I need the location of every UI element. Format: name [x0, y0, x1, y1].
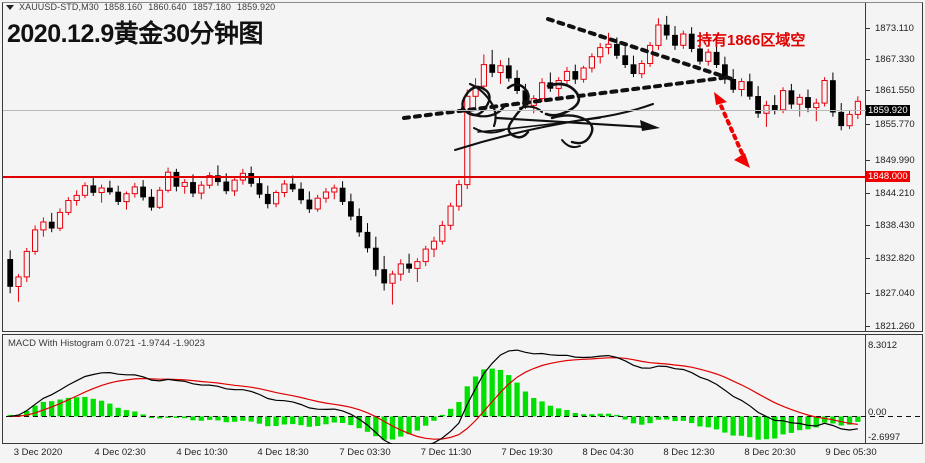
price-tick: 1873.110: [866, 23, 916, 34]
price-tick: 1838.430: [866, 220, 917, 231]
symbol-label: XAUUSD-STD,M30: [19, 2, 99, 12]
current-price-tag: 1859.920: [866, 105, 910, 116]
time-tick: 9 Dec 05:30: [825, 447, 877, 458]
price-chart-panel[interactable]: [2, 2, 923, 332]
price-axis-separator: [865, 3, 866, 331]
quote-low: 1857.180: [192, 2, 231, 12]
macd-caption: MACD With Histogram 0.0721 -1.9744 -1.90…: [8, 338, 205, 349]
macd-indicator-panel[interactable]: [2, 334, 923, 444]
price-tick: 1855.770: [866, 119, 917, 130]
current-price-line: [3, 110, 866, 111]
quote-open: 1858.160: [103, 2, 143, 12]
macd-axis-separator: [865, 335, 866, 443]
page-title: 2020.12.9黄金30分钟图: [7, 20, 264, 48]
macd-tick: 8.3012: [868, 340, 898, 351]
time-tick: 7 Dec 03:30: [339, 447, 391, 458]
time-tick: 7 Dec 19:30: [501, 447, 553, 458]
time-tick: 4 Dec 18:30: [257, 447, 309, 458]
macd-axis[interactable]: 8.3012 0.00 -2.6997: [866, 334, 923, 444]
symbol-info-bar[interactable]: XAUUSD-STD,M30 1858.160 1860.640 1857.18…: [6, 1, 275, 13]
quote-high: 1860.640: [148, 2, 187, 12]
time-tick: 4 Dec 10:30: [176, 447, 228, 458]
time-tick: 4 Dec 02:30: [94, 447, 146, 458]
price-axis[interactable]: 1873.110 1867.330 1861.550 1855.770 1849.990…: [866, 2, 923, 332]
time-axis[interactable]: 3 Dec 2020 4 Dec 02:30 4 Dec 10:30 4 Dec 18…: [2, 444, 923, 461]
time-tick: 8 Dec 04:30: [582, 447, 634, 458]
quote-close: 1859.920: [236, 2, 276, 12]
price-tick: 1821.260: [866, 321, 917, 332]
macd-tick: -2.6997: [868, 432, 901, 443]
time-tick: 8 Dec 12:30: [663, 447, 715, 458]
price-tick: 1849.990: [866, 155, 917, 166]
price-tick: 1827.040: [866, 288, 917, 299]
trade-annotation: 持有1866区域空: [697, 32, 806, 49]
time-tick: 3 Dec 2020: [13, 447, 63, 458]
alert-price-line: [3, 176, 866, 178]
price-tick: 1844.210: [866, 188, 917, 199]
time-tick: 7 Dec 11:30: [420, 447, 472, 458]
macd-zero-tick: 0.00: [868, 407, 887, 418]
caret-down-icon[interactable]: [6, 4, 14, 10]
alert-price-tag: 1848.000: [866, 171, 910, 182]
price-tick: 1832.820: [866, 253, 917, 264]
time-tick: 8 Dec 20:30: [744, 447, 796, 458]
price-tick: 1867.330: [866, 54, 917, 65]
price-tick: 1861.550: [866, 85, 917, 96]
